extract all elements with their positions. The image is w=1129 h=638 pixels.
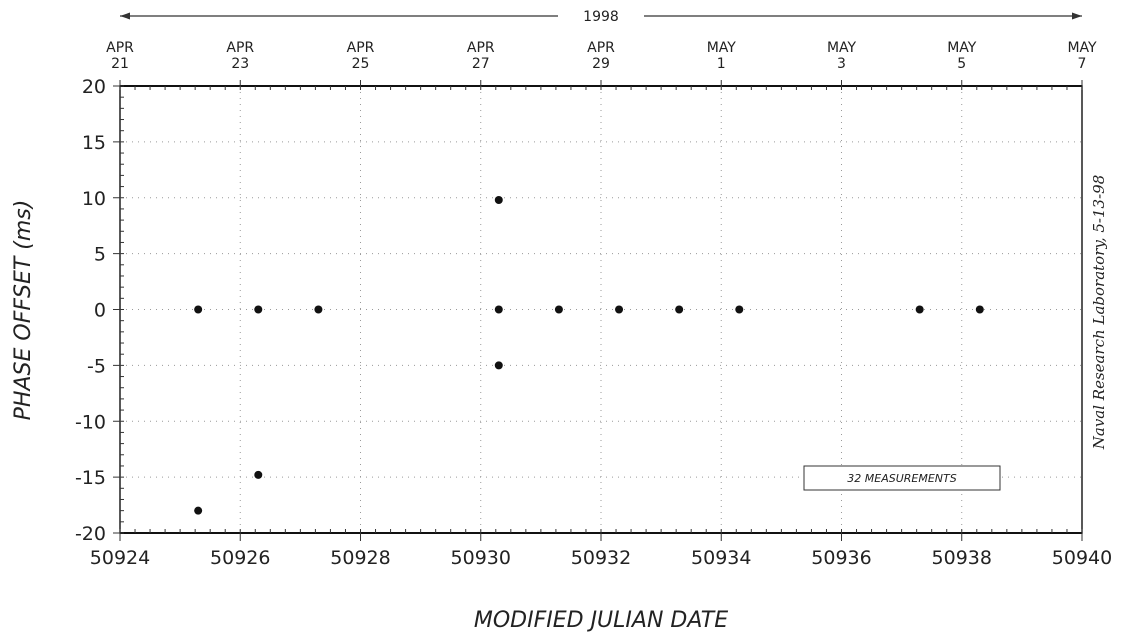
x-tick-label: 50934	[691, 547, 751, 569]
data-point	[494, 305, 503, 314]
data-point	[615, 305, 624, 314]
y-tick-label: 15	[82, 132, 106, 154]
data-point	[735, 305, 744, 314]
top-month-label: MAY	[947, 40, 977, 56]
x-tick-label: 50936	[811, 547, 871, 569]
top-day-label: 29	[592, 56, 610, 72]
lab-date-note: Naval Research Laboratory, 5-13-98	[1090, 175, 1108, 451]
x-tick-label: 50926	[210, 547, 270, 569]
x-tick-label: 50932	[571, 547, 631, 569]
year-label: 1998	[583, 9, 619, 25]
data-point	[254, 305, 263, 314]
y-tick-labels: 20 15 10 5 0 -5 -10 -15 -20	[75, 76, 106, 545]
top-month-label: APR	[106, 40, 134, 56]
data-point	[494, 195, 503, 204]
top-day-label: 3	[837, 56, 846, 72]
top-month-label: MAY	[827, 40, 857, 56]
y-tick-label: -5	[87, 355, 106, 377]
top-month-label: MAY	[707, 40, 737, 56]
x-tick-label: 50928	[330, 547, 390, 569]
data-point	[675, 305, 684, 314]
top-month-label: MAY	[1067, 40, 1097, 56]
grid-lines	[120, 86, 1082, 533]
x-tick-label: 50930	[451, 547, 511, 569]
data-points	[194, 195, 984, 515]
y-axis-title: PHASE OFFSET (ms)	[11, 200, 36, 421]
data-point	[254, 470, 263, 479]
x-tick-labels: 50924 50926 50928 50930 50932 50934 50936 50938…	[90, 547, 1112, 569]
top-month-label: APR	[347, 40, 375, 56]
top-month-label: APR	[226, 40, 254, 56]
data-point	[915, 305, 924, 314]
y-tick-label: -20	[75, 523, 106, 545]
year-arrowhead-left	[120, 12, 130, 20]
x-tick-label: 50940	[1052, 547, 1112, 569]
y-tick-label: -10	[75, 411, 106, 433]
top-day-label: 21	[111, 56, 129, 72]
x-axis-title: MODIFIED JULIAN DATE	[474, 608, 728, 633]
y-tick-label: -15	[75, 467, 106, 489]
top-day-label: 25	[352, 56, 370, 72]
data-point	[314, 305, 323, 314]
measurement-count-label: 32 MEASUREMENTS	[847, 472, 956, 485]
year-arrowhead-right	[1072, 12, 1082, 20]
top-day-label: 27	[472, 56, 490, 72]
y-tick-label: 5	[94, 244, 106, 266]
top-day-label: 1	[717, 56, 726, 72]
top-day-label: 23	[231, 56, 249, 72]
y-tick-label: 10	[82, 188, 106, 210]
data-point	[494, 361, 503, 370]
y-tick-label: 0	[94, 300, 106, 322]
data-point	[554, 305, 563, 314]
x-tick-label: 50938	[932, 547, 992, 569]
y-tick-label: 20	[82, 76, 106, 98]
measurement-count-box	[803, 465, 1001, 491]
top-month-label: APR	[587, 40, 615, 56]
data-point	[194, 305, 203, 314]
top-month-label: APR	[467, 40, 495, 56]
x-tick-label: 50924	[90, 547, 150, 569]
minor-ticks	[113, 80, 1083, 541]
top-date-labels: APR21APR23APR25APR27APR29MAY1MAY3MAY5MAY…	[106, 40, 1097, 72]
data-point	[975, 305, 984, 314]
top-day-label: 7	[1078, 56, 1087, 72]
data-point	[194, 506, 203, 515]
top-day-label: 5	[957, 56, 966, 72]
